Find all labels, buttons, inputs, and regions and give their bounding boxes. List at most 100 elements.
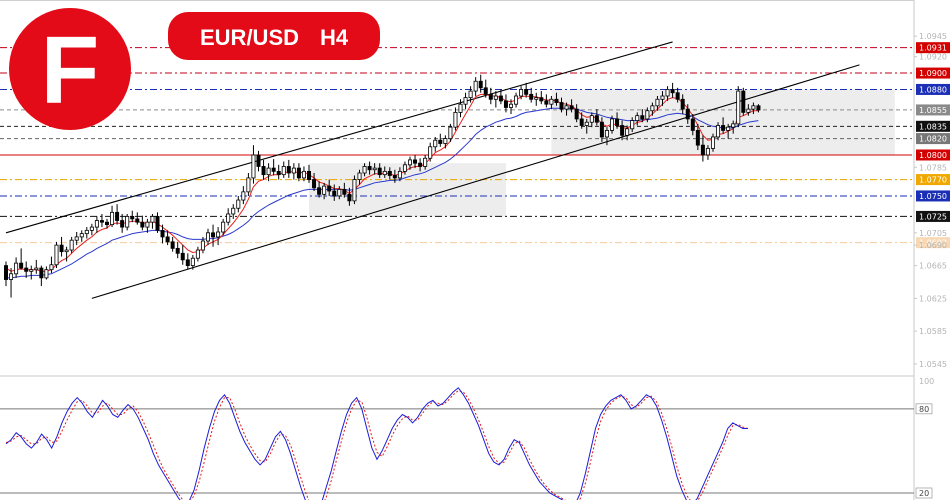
candle-body [382, 170, 387, 176]
trend-channel [5, 41, 860, 299]
candle-body [372, 167, 377, 171]
candle-body [195, 249, 200, 259]
candle-body [402, 164, 407, 172]
candle-body [695, 130, 700, 146]
candle-body [635, 115, 640, 121]
price-level-label: 1.0750 [919, 192, 947, 201]
candle-body [276, 170, 281, 176]
candle-body [291, 167, 296, 174]
candle-body [24, 267, 29, 272]
candle-body [347, 193, 352, 202]
oscillator-panel: 100 80 20 [0, 377, 934, 500]
candle-body [261, 166, 266, 176]
candle-body [165, 236, 170, 243]
candle-body [670, 89, 675, 94]
candle-body [700, 144, 705, 156]
price-level-label: 1.0931 [919, 44, 947, 53]
price-level-tag [916, 149, 950, 161]
candle-body [559, 102, 564, 110]
candle-body [599, 121, 604, 138]
candle-body [59, 244, 64, 253]
candle-body [620, 125, 625, 136]
candle-body [211, 232, 216, 238]
candle-body [665, 89, 670, 97]
candle-body [140, 221, 145, 228]
candle-body [584, 121, 589, 126]
price-level-label: 1.0880 [919, 85, 947, 94]
candle-body [407, 159, 412, 166]
price-level-tag [916, 133, 950, 145]
candle-body [741, 90, 746, 113]
candle-body [488, 93, 493, 100]
candle-body [135, 218, 140, 223]
candle-body [473, 80, 478, 92]
candle-body [367, 166, 372, 171]
price-level-label: 1.0800 [919, 151, 947, 160]
candle-body [94, 220, 99, 228]
candle-body [327, 185, 332, 192]
candle-body [185, 259, 190, 266]
candle-body [226, 213, 231, 223]
candle-body [544, 100, 549, 105]
candle-body [216, 231, 221, 238]
candle-body [726, 126, 731, 131]
price-level-tag [916, 237, 950, 249]
title-badge: EUR/USD H4 [168, 12, 380, 60]
candle-body [175, 247, 180, 254]
candle-body [468, 90, 473, 99]
price-level-label: 1.0693 [919, 239, 947, 248]
candle-body [120, 220, 125, 228]
oscillator-main-line [5, 387, 748, 500]
candle-body [150, 216, 155, 223]
candle-body [508, 103, 513, 108]
candle-body [660, 95, 665, 100]
candle-body [205, 232, 210, 242]
candle-body [306, 170, 311, 180]
candle-body [79, 233, 84, 238]
candle-body [453, 111, 458, 128]
candle-body [493, 95, 498, 100]
price-tick-label: 1.0690 [919, 241, 947, 250]
candle-body [180, 252, 185, 261]
candle-body [246, 177, 251, 193]
price-tick-label: 1.0545 [919, 360, 947, 369]
title-badge-background [168, 12, 380, 60]
channel-line [91, 64, 860, 299]
price-level-tag [916, 42, 950, 54]
candle-body [645, 110, 650, 120]
oscillator-level-tag [915, 403, 933, 415]
candle-body [74, 236, 79, 241]
candle-body [569, 105, 574, 110]
price-level-tag [916, 67, 950, 79]
candle-body [690, 118, 695, 131]
candle-body [554, 98, 559, 103]
candle-body [610, 118, 615, 131]
oscillator-level-tag [915, 487, 933, 499]
candle-body [498, 95, 503, 102]
candle-body [342, 188, 347, 195]
candle-body [301, 170, 306, 179]
candle-body [478, 80, 483, 89]
candle-body [589, 115, 594, 123]
candle-body [271, 167, 276, 172]
candle-body [4, 265, 9, 280]
candle-body [296, 167, 301, 179]
candle-body [89, 226, 94, 231]
candle-body [514, 95, 519, 105]
price-level-tag [916, 120, 950, 132]
candle-body [231, 207, 236, 215]
candle-body [266, 167, 271, 176]
candle-body [115, 211, 120, 221]
price-level-label: 1.0835 [919, 122, 947, 131]
candle-body [418, 162, 423, 167]
candle-body [458, 103, 463, 113]
candle-body [392, 175, 397, 179]
candle-body [312, 179, 317, 189]
candle-body [539, 97, 544, 102]
candle-body [746, 108, 751, 113]
candle-body [190, 257, 195, 266]
candle-body [630, 120, 635, 130]
candle-body [438, 139, 443, 144]
